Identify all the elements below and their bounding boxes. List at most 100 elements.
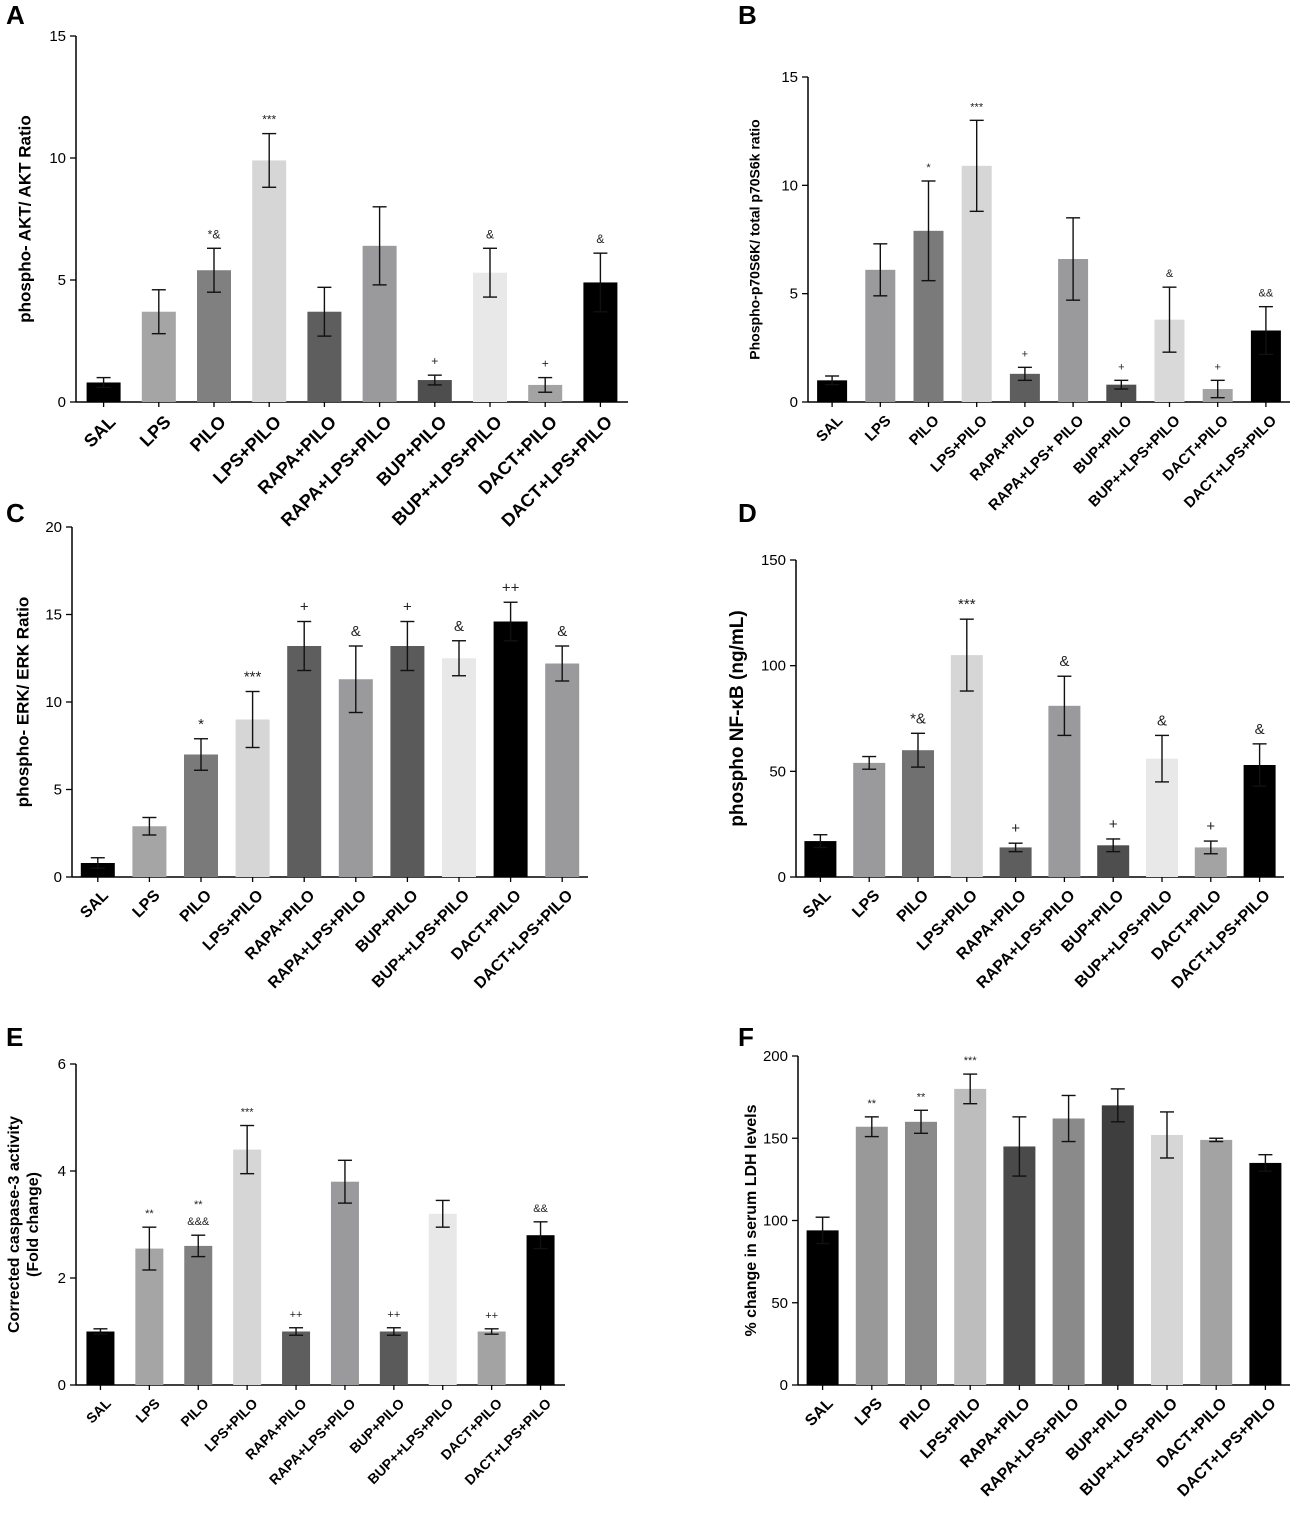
category-label: PILO — [177, 887, 215, 925]
y-tick-label: 15 — [45, 607, 62, 624]
significance-label: + — [300, 599, 309, 616]
category-label: DACT+LPS+PILO — [461, 1395, 554, 1488]
category-label: LPS — [862, 412, 895, 445]
category-label: DACT+LPS+PILO — [1169, 887, 1274, 992]
y-tick-label: 0 — [780, 1377, 788, 1394]
y-tick-label: 10 — [781, 177, 798, 194]
bar — [233, 1149, 262, 1385]
significance-label: & — [557, 623, 567, 640]
y-tick-label: 10 — [49, 150, 66, 167]
panel-letter: F — [738, 1022, 754, 1052]
bar — [86, 382, 121, 402]
category-label: LPS — [136, 412, 175, 451]
panel-letter: C — [6, 498, 25, 528]
y-axis-label: phospho- AKT/ AKT Ratio — [15, 115, 34, 322]
y-tick-label: 5 — [58, 272, 66, 289]
significance-label: ++ — [502, 579, 520, 596]
y-tick-label: 100 — [761, 658, 786, 675]
bar — [855, 1126, 888, 1385]
chart-panel-b: B 0 5 10 15 Phospho-p70S6K/ total p70S6k rati… — [738, 0, 1290, 514]
significance-label: * — [198, 716, 204, 733]
y-tick-label: 15 — [49, 28, 66, 45]
category-label: LPS — [132, 1395, 163, 1426]
category-label: PILO — [906, 412, 943, 449]
significance-label: *& — [910, 710, 926, 727]
bar — [477, 1331, 506, 1385]
category-label: PILO — [897, 1395, 935, 1433]
y-tick-label: 6 — [58, 1056, 66, 1073]
significance-label: * — [926, 162, 931, 174]
bar — [954, 1088, 987, 1385]
significance-label: ++ — [387, 1309, 400, 1321]
category-label: LPS — [130, 887, 164, 921]
y-tick-label: 200 — [763, 1048, 788, 1065]
y-tick-label: 0 — [58, 394, 66, 411]
category-label: BUP++LPS+PILO — [369, 887, 473, 991]
bar — [1200, 1139, 1233, 1385]
significance-label: && — [533, 1203, 548, 1215]
y-tick-label: 150 — [761, 552, 786, 569]
bar — [905, 1121, 937, 1385]
chart-panel-e: E 0 2 4 6 Corrected caspase-3 activity (Fold c… — [6, 1022, 565, 1488]
significance-label: *& — [208, 227, 221, 241]
bar — [999, 847, 1032, 877]
y-axis-label: Phospho-p70S6K/ total p70S6k ratio — [747, 119, 763, 359]
y-tick-label: 5 — [790, 286, 798, 303]
category-label: BUP++LPS+PILO — [1085, 412, 1184, 511]
bar — [1249, 1162, 1282, 1385]
category-label: SAL — [77, 887, 112, 922]
significance-label: && — [1259, 288, 1274, 300]
significance-label: + — [542, 357, 549, 371]
bar — [528, 384, 563, 402]
y-tick-label: 100 — [763, 1213, 788, 1230]
category-label: RAPA+LPS+PILO — [266, 1395, 359, 1488]
category-label: SAL — [80, 412, 120, 452]
bar — [902, 750, 934, 877]
significance-label: + — [431, 354, 438, 368]
significance-label: ++ — [290, 1309, 303, 1321]
category-label: RAPA+LPS+PILO — [265, 887, 370, 992]
y-tick-label: 10 — [45, 694, 62, 711]
bar — [817, 380, 848, 402]
y-axis-label: % change in serum LDH levels — [743, 1104, 760, 1336]
bar — [86, 1331, 115, 1385]
y-tick-label: 4 — [58, 1163, 66, 1180]
y-tick-label: 0 — [778, 869, 786, 886]
significance-label: & — [596, 232, 604, 246]
significance-label: + — [1022, 348, 1028, 360]
category-label: SAL — [83, 1395, 114, 1426]
bar — [526, 1235, 555, 1385]
category-label: SAL — [802, 1395, 837, 1430]
panel-letter: A — [6, 0, 25, 30]
bar — [428, 1213, 457, 1385]
significance-label: & — [1166, 268, 1174, 280]
chart-panel-c: C 0 5 10 15 20 phospho- ERK/ ERK Ratio SAL LPS * P… — [6, 498, 588, 992]
significance-label: *** — [970, 101, 984, 113]
bar — [252, 160, 287, 402]
category-label: LPS — [849, 887, 883, 921]
category-label: DACT+LPS+PILO — [1181, 412, 1280, 511]
bar — [282, 1331, 311, 1385]
bar — [184, 1245, 213, 1385]
chart-panel-a: A 0 5 10 15 phospho- AKT/ AKT Ratio SAL LPS *& PI… — [6, 0, 628, 531]
bar — [545, 663, 580, 877]
y-tick-label: 150 — [763, 1130, 788, 1147]
category-label: SAL — [800, 887, 835, 922]
panel-letter: E — [6, 1022, 23, 1052]
significance-label: & — [1157, 712, 1167, 729]
y-tick-label: 20 — [45, 519, 62, 536]
bar — [1151, 1134, 1183, 1385]
category-label: PILO — [186, 412, 230, 456]
y-axis-label: phospho NF-κB (ng/mL) — [727, 610, 748, 826]
panel-letter: D — [738, 498, 757, 528]
y-tick-label: 2 — [58, 1270, 66, 1287]
significance-label: & — [1255, 721, 1265, 738]
y-tick-label: 0 — [790, 394, 798, 411]
y-tick-label: 0 — [54, 869, 62, 886]
chart-panel-d: D 0 50 100 150 phospho NF-κB (ng/mL) SAL LPS *& P… — [727, 498, 1284, 992]
bar — [1106, 384, 1137, 402]
significance-label: *** — [958, 596, 976, 613]
significance-label: ** — [145, 1208, 154, 1220]
significance-label: ** — [917, 1091, 926, 1103]
